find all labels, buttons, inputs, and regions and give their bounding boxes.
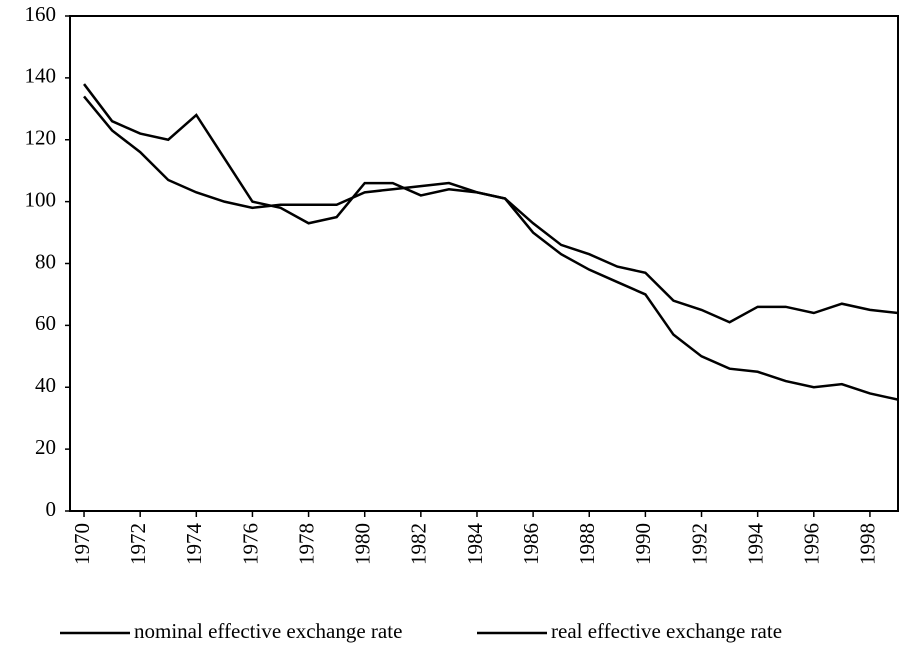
series-line bbox=[83, 95, 899, 401]
y-tick-label: 60 bbox=[35, 311, 56, 335]
x-tick-label: 1976 bbox=[238, 523, 262, 565]
x-tick-label: 1992 bbox=[687, 523, 711, 565]
x-tick-label: 1972 bbox=[126, 523, 150, 565]
y-tick-label: 0 bbox=[46, 497, 57, 521]
x-tick-label: 1986 bbox=[519, 523, 543, 565]
plot-frame bbox=[69, 15, 899, 512]
x-tick-label: 1974 bbox=[182, 523, 206, 566]
y-tick-label: 20 bbox=[35, 435, 56, 459]
x-tick-label: 1990 bbox=[631, 523, 655, 565]
series-line bbox=[83, 83, 899, 324]
x-tick-label: 1994 bbox=[743, 523, 767, 566]
x-tick-label: 1982 bbox=[407, 523, 431, 565]
x-tick-label: 1988 bbox=[575, 523, 599, 565]
y-tick-label: 120 bbox=[25, 126, 57, 150]
y-tick-label: 140 bbox=[25, 64, 57, 88]
x-tick-label: 1984 bbox=[463, 523, 487, 566]
y-tick-label: 160 bbox=[25, 2, 57, 26]
legend-label: real effective exchange rate bbox=[551, 619, 782, 643]
x-tick-label: 1998 bbox=[856, 523, 880, 565]
x-tick-label: 1970 bbox=[70, 523, 94, 565]
x-tick-label: 1978 bbox=[294, 523, 318, 565]
y-tick-label: 100 bbox=[25, 187, 57, 211]
x-tick-label: 1980 bbox=[351, 523, 375, 565]
y-tick-label: 40 bbox=[35, 373, 56, 397]
x-tick-label: 1996 bbox=[800, 523, 824, 565]
legend-label: nominal effective exchange rate bbox=[134, 619, 402, 643]
y-tick-label: 80 bbox=[35, 249, 56, 273]
